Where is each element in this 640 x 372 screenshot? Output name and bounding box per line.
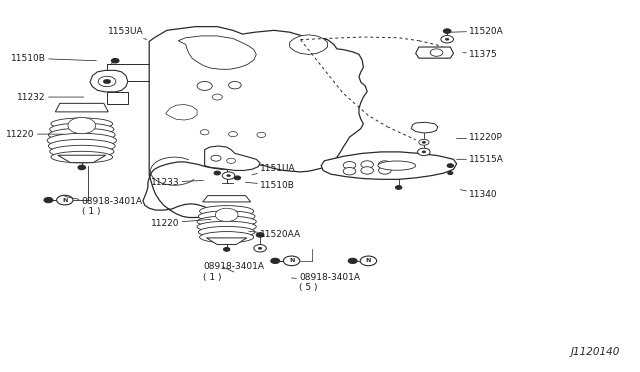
Circle shape xyxy=(284,256,300,266)
Circle shape xyxy=(348,258,357,263)
Circle shape xyxy=(111,58,119,63)
Polygon shape xyxy=(166,105,197,120)
Circle shape xyxy=(396,186,402,189)
Circle shape xyxy=(419,139,429,145)
Polygon shape xyxy=(412,122,438,133)
Circle shape xyxy=(227,158,236,163)
Circle shape xyxy=(271,258,280,263)
Polygon shape xyxy=(178,36,256,69)
Circle shape xyxy=(445,38,449,40)
Ellipse shape xyxy=(49,128,115,141)
Text: 08918-3401A
( 1 ): 08918-3401A ( 1 ) xyxy=(65,196,143,216)
Text: 1151UA: 1151UA xyxy=(252,164,296,175)
Circle shape xyxy=(254,244,266,252)
Circle shape xyxy=(448,171,453,174)
Ellipse shape xyxy=(51,151,113,163)
Circle shape xyxy=(68,118,95,134)
Text: N: N xyxy=(365,259,371,263)
Circle shape xyxy=(258,247,262,249)
Text: N: N xyxy=(62,198,67,203)
Circle shape xyxy=(228,132,237,137)
Circle shape xyxy=(103,79,111,84)
Ellipse shape xyxy=(50,145,114,158)
Polygon shape xyxy=(290,35,328,54)
Circle shape xyxy=(441,36,454,43)
Ellipse shape xyxy=(378,161,415,170)
Text: 11520A: 11520A xyxy=(451,26,504,36)
Circle shape xyxy=(422,151,426,153)
Text: 1153UA: 1153UA xyxy=(108,26,147,39)
Circle shape xyxy=(211,155,221,161)
Circle shape xyxy=(227,174,230,177)
Circle shape xyxy=(360,256,376,266)
Circle shape xyxy=(444,29,451,33)
Polygon shape xyxy=(107,92,128,105)
Circle shape xyxy=(256,233,264,237)
Circle shape xyxy=(257,132,266,137)
Ellipse shape xyxy=(51,118,113,129)
Text: 11233: 11233 xyxy=(151,178,204,187)
Polygon shape xyxy=(207,238,247,244)
Circle shape xyxy=(215,208,238,222)
Circle shape xyxy=(223,247,230,251)
Polygon shape xyxy=(143,27,367,218)
Ellipse shape xyxy=(50,123,114,135)
Circle shape xyxy=(361,167,374,174)
Text: 11220: 11220 xyxy=(6,129,63,139)
Circle shape xyxy=(222,172,235,179)
Ellipse shape xyxy=(198,211,255,222)
Text: N: N xyxy=(289,259,294,263)
Ellipse shape xyxy=(200,206,254,217)
Circle shape xyxy=(200,130,209,135)
Ellipse shape xyxy=(197,221,256,232)
Polygon shape xyxy=(55,103,108,112)
Circle shape xyxy=(430,49,443,56)
Ellipse shape xyxy=(49,139,115,153)
Circle shape xyxy=(361,161,374,168)
Text: J1120140: J1120140 xyxy=(571,347,620,357)
Circle shape xyxy=(422,141,426,143)
Text: 11510B: 11510B xyxy=(11,54,96,62)
Text: 11340: 11340 xyxy=(460,190,498,199)
Text: 11220: 11220 xyxy=(151,219,211,228)
Ellipse shape xyxy=(47,133,116,148)
Polygon shape xyxy=(205,146,260,170)
Circle shape xyxy=(228,81,241,89)
Circle shape xyxy=(378,161,391,168)
Polygon shape xyxy=(415,47,454,58)
Text: 11520AA: 11520AA xyxy=(249,230,301,240)
Polygon shape xyxy=(321,152,456,179)
Circle shape xyxy=(343,167,356,175)
Polygon shape xyxy=(58,155,106,163)
Circle shape xyxy=(98,76,116,87)
Circle shape xyxy=(378,167,391,174)
Text: 11515A: 11515A xyxy=(456,155,504,164)
Ellipse shape xyxy=(198,227,255,237)
Circle shape xyxy=(78,165,86,170)
Circle shape xyxy=(214,171,220,175)
Ellipse shape xyxy=(200,232,254,243)
Circle shape xyxy=(44,198,53,203)
Circle shape xyxy=(234,176,241,180)
Text: 11510B: 11510B xyxy=(246,181,295,190)
Polygon shape xyxy=(90,70,128,92)
Polygon shape xyxy=(203,196,251,202)
Circle shape xyxy=(197,81,212,90)
Text: 11220P: 11220P xyxy=(456,133,503,142)
Text: 11375: 11375 xyxy=(463,50,498,59)
Circle shape xyxy=(56,195,73,205)
Text: 08918-3401A
( 5 ): 08918-3401A ( 5 ) xyxy=(292,273,360,292)
Circle shape xyxy=(417,148,430,155)
Text: 08918-3401A
( 1 ): 08918-3401A ( 1 ) xyxy=(204,262,264,282)
Ellipse shape xyxy=(197,216,256,227)
Circle shape xyxy=(447,164,454,167)
Text: 11232: 11232 xyxy=(17,93,84,102)
Circle shape xyxy=(212,94,222,100)
Circle shape xyxy=(343,161,356,169)
